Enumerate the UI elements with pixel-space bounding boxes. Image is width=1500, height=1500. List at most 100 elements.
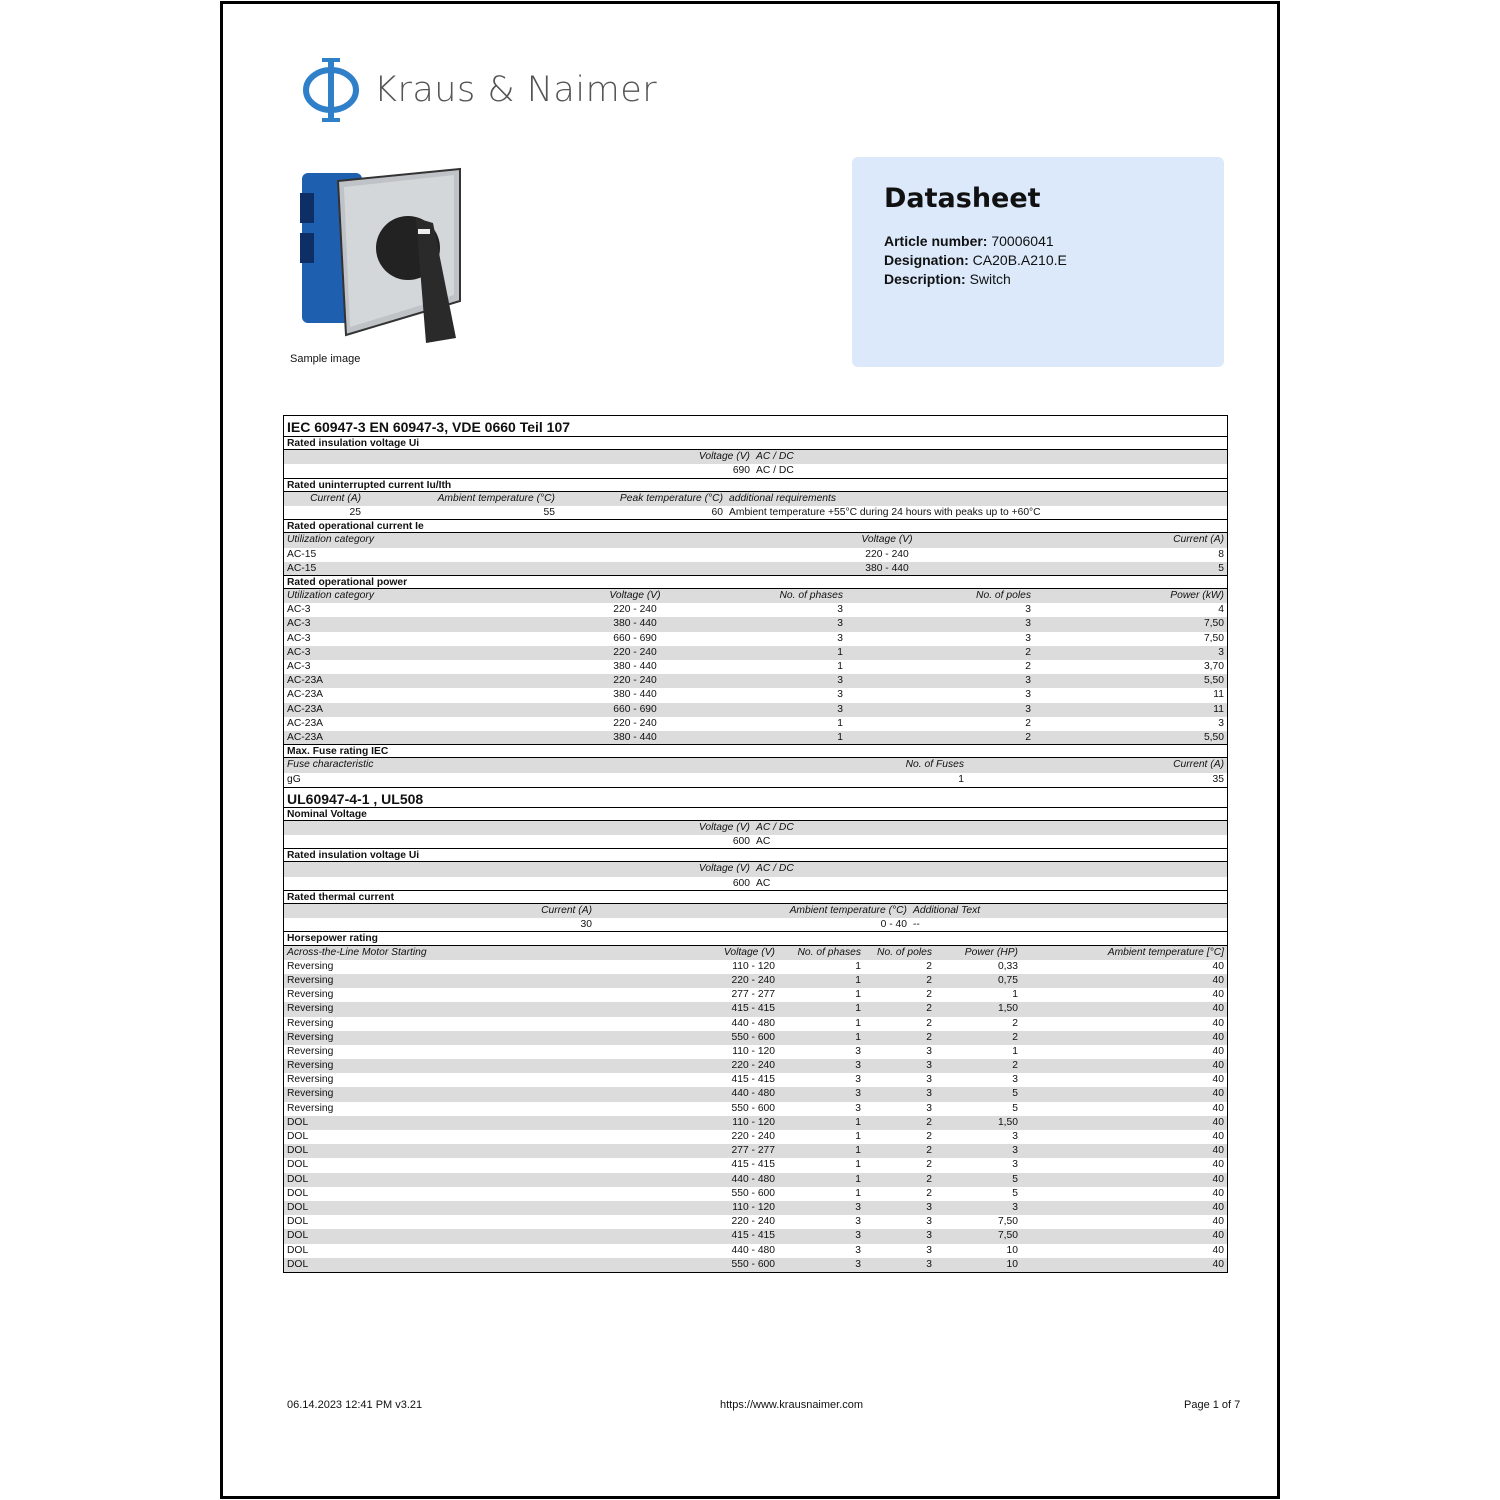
table-cell: 3 (1218, 717, 1224, 729)
table-cell: 1,50 (997, 1003, 1018, 1015)
table-cell: DOL (287, 1216, 309, 1228)
designation: Designation: CA20B.A210.E (884, 251, 1192, 270)
table-cell: 4 (1218, 604, 1224, 616)
table-cell: Reversing (287, 974, 334, 986)
table-row: 600 AC (284, 835, 1227, 849)
table-cell: Reversing (287, 1031, 334, 1043)
table-cell: 550 - 600 (731, 1258, 775, 1270)
column-header: Peak temperature (°C) (619, 492, 723, 504)
table-cell: 40 (1212, 1216, 1224, 1228)
table-cell: 3 (926, 1258, 932, 1270)
table-cell: DOL (287, 1230, 309, 1242)
table-cell: AC-23A (287, 689, 324, 701)
standard-title: UL60947-4-1 , UL508 (284, 786, 1227, 808)
table-row: AC-23A 380 - 440 1 2 5,50 (284, 730, 1227, 746)
column-header: Ambient temperature (°C) (437, 492, 555, 504)
header-row: Across-the-Line Motor Starting Voltage (V… (284, 945, 1227, 960)
table-cell: 550 - 600 (731, 1031, 775, 1043)
table-row: 25 55 60 Ambient temperature +55°C during 2… (284, 506, 1227, 520)
table-cell: 40 (1212, 1244, 1224, 1256)
table-row: Reversing 277 - 277 1 2 1 40 (284, 988, 1227, 1002)
table-cell: 3 (855, 1060, 861, 1072)
table-cell: 40 (1212, 1187, 1224, 1199)
table-cell: Ambient temperature +55°C during 24 hour… (729, 506, 1041, 518)
table-cell: AC (756, 836, 771, 848)
table-cell: 440 - 480 (731, 1173, 775, 1185)
datasheet-info-box: Datasheet Article number: 70006041 Desig… (852, 157, 1224, 367)
table-cell: AC (756, 877, 771, 889)
column-header: Current (A) (1173, 534, 1224, 546)
table-cell: AC-23A (287, 675, 324, 687)
column-header: Current (A) (1173, 759, 1224, 771)
table-row: gG 1 35 (284, 773, 1227, 787)
table-cell: DOL (287, 1159, 309, 1171)
table-cell: 40 (1212, 1088, 1224, 1100)
table-row: 600 AC (284, 877, 1227, 891)
table-cell: 600 (732, 836, 750, 848)
section-title: Rated uninterrupted current Iu/Ith (284, 477, 1227, 492)
column-header: Voltage (V) (861, 534, 913, 546)
section-title: Rated operational power (284, 574, 1227, 590)
table-cell: 3 (1025, 675, 1031, 687)
table-cell: 3 (1025, 604, 1031, 616)
column-header: Voltage (V) (609, 590, 661, 602)
table-cell: 40 (1212, 960, 1224, 972)
table-row: DOL 277 - 277 1 2 3 40 (284, 1144, 1227, 1159)
article-label: Article number: (884, 233, 988, 249)
table-cell: 7,50 (997, 1230, 1018, 1242)
table-cell: 40 (1212, 1074, 1224, 1086)
table-cell: DOL (287, 1201, 309, 1213)
table-cell: 5,50 (1203, 731, 1224, 743)
table-cell: 2 (1025, 731, 1031, 743)
table-cell: 440 - 480 (731, 1088, 775, 1100)
table-cell: 8 (1218, 548, 1224, 560)
table-cell: 3 (837, 703, 843, 715)
column-header: AC / DC (756, 863, 794, 875)
table-cell: 35 (1212, 773, 1224, 785)
table-cell: 7,50 (997, 1216, 1018, 1228)
table-cell: 25 (349, 506, 361, 518)
column-header: AC / DC (756, 821, 794, 833)
footer-page-number: Page 1 of 7 (1184, 1399, 1241, 1411)
table-cell: 3 (1025, 632, 1031, 644)
table-cell: 40 (1212, 1017, 1224, 1029)
table-row: AC-23A 380 - 440 3 3 11 (284, 688, 1227, 702)
table-cell: 2 (926, 1131, 932, 1142)
table-cell: 415 - 415 (731, 1159, 775, 1171)
table-cell: 40 (1212, 1116, 1224, 1128)
table-cell: 3 (1025, 689, 1031, 701)
table-cell: AC / DC (756, 465, 794, 477)
table-row: AC-15 220 - 240 8 (284, 548, 1227, 562)
table-cell: 5 (1218, 562, 1224, 574)
table-row: Reversing 440 - 480 3 3 5 40 (284, 1087, 1227, 1102)
table-cell: 0,33 (997, 960, 1018, 972)
description-value: Switch (969, 271, 1011, 287)
footer-url[interactable]: https://www.krausnaimer.com (720, 1399, 864, 1411)
table-cell: AC-23A (287, 703, 324, 715)
table-cell: 40 (1212, 1003, 1224, 1015)
table-cell: 380 - 440 (613, 689, 657, 701)
column-header: Current (A) (541, 905, 592, 916)
table-cell: 220 - 240 (613, 675, 657, 687)
table-cell: AC-23A (287, 731, 324, 743)
table-row: DOL 110 - 120 3 3 3 40 (284, 1200, 1227, 1216)
table-cell: gG (287, 773, 301, 785)
table-cell: 1 (855, 1003, 861, 1015)
table-cell: 1 (837, 646, 843, 658)
table-cell: DOL (287, 1145, 309, 1157)
table-cell: AC-3 (287, 661, 311, 672)
table-cell: 2 (926, 989, 932, 1001)
column-header: Power (HP) (964, 946, 1018, 958)
table-cell: -- (913, 919, 920, 931)
table-cell: 110 - 120 (732, 1116, 775, 1128)
column-header: Power (kW) (1170, 590, 1224, 602)
product-image (300, 167, 461, 343)
column-header: Voltage (V) (723, 946, 775, 958)
table-cell: 1 (837, 661, 843, 672)
table-cell: 2 (926, 1116, 932, 1128)
table-cell: 220 - 240 (731, 974, 775, 986)
table-cell: 40 (1212, 1230, 1224, 1242)
header-row: Current (A) Ambient temperature (°C) Peak … (284, 491, 1227, 506)
table-cell: 5,50 (1203, 675, 1224, 687)
table-cell: 40 (1212, 1201, 1224, 1213)
